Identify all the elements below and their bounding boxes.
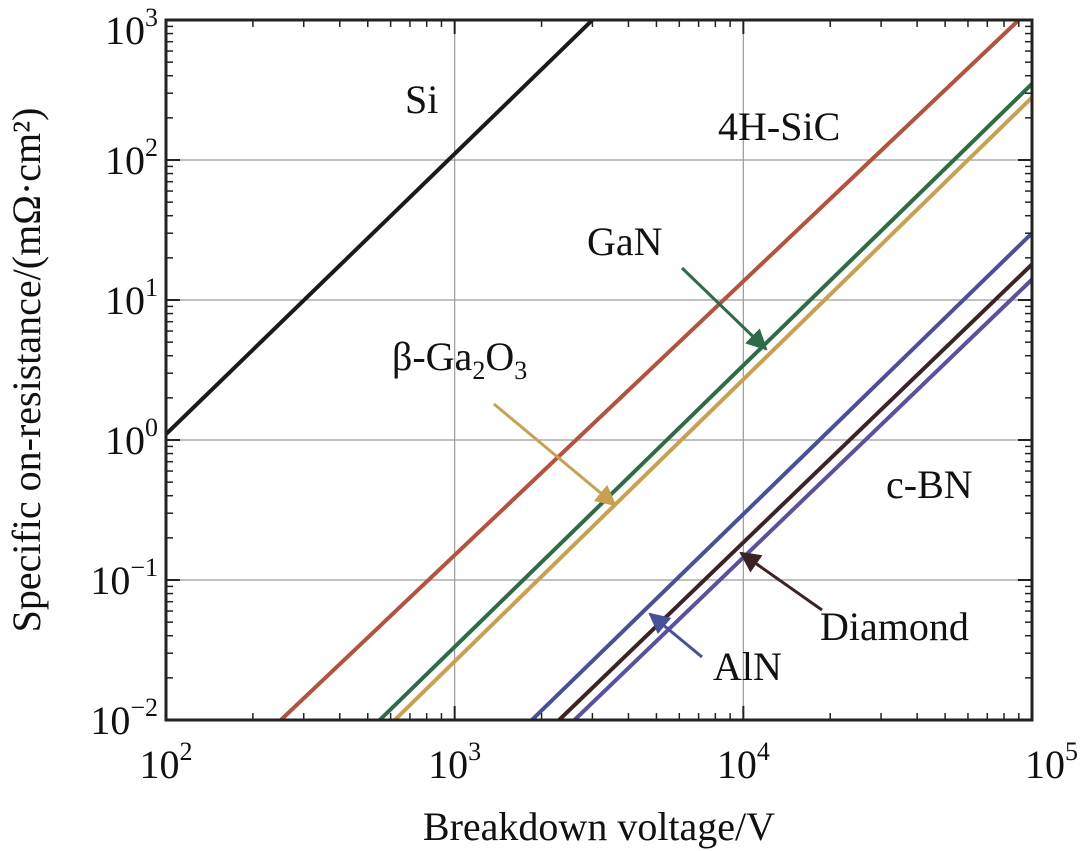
arrow-diamond [739, 551, 823, 612]
y-tick-labels: 10−2 10−1 100 101 102 103 [90, 3, 158, 743]
x-tick-labels: 102 103 104 105 [140, 737, 1079, 787]
label-diamond: Diamond [820, 604, 969, 649]
y-axis-title: Specific on-resistance/(mΩ·cm²) [4, 108, 49, 633]
plot-frame [164, 18, 1034, 722]
series-line-4h-sic [279, 20, 1021, 720]
y-tick-label: 10−2 [90, 693, 158, 743]
arrow-gan [680, 266, 768, 351]
x-tick-label: 103 [428, 737, 481, 787]
x-tick-label: 104 [717, 737, 770, 787]
x-tick-label: 105 [1025, 737, 1078, 787]
series-line-aln [530, 231, 1032, 720]
series-lines [166, 20, 1032, 720]
series-line-diamond [557, 262, 1032, 720]
x-axis-title: Breakdown voltage/V [423, 804, 775, 849]
series-line-gan [378, 82, 1032, 720]
label-ga2o3-prefix: β-Ga [392, 334, 473, 379]
label-4h-sic: 4H-SiC [718, 104, 840, 149]
arrow-aln [648, 612, 703, 659]
series-line--ga2o3 [393, 95, 1032, 720]
x-tick-label: 102 [140, 737, 193, 787]
y-tick-label: 10−1 [90, 553, 158, 603]
y-tick-label: 102 [105, 133, 158, 183]
label-ga2o3-mid: O [485, 334, 514, 379]
series-line-c-bn [573, 278, 1032, 720]
y-tick-label: 100 [105, 413, 158, 463]
label-ga2o3-sub1: 2 [472, 356, 485, 385]
series-line-si [166, 20, 594, 436]
label-beta-ga2o3: β-Ga2O3 [392, 334, 527, 385]
label-aln: AlN [713, 644, 782, 689]
y-tick-label: 103 [105, 3, 158, 53]
arrow-ga2o3 [493, 402, 617, 507]
grid-lines [166, 20, 1032, 720]
y-tick-label: 101 [105, 273, 158, 323]
label-si: Si [405, 77, 438, 122]
tick-marks [165, 19, 1033, 721]
label-c-bn: c-BN [886, 462, 973, 507]
label-ga2o3-sub2: 3 [514, 356, 527, 385]
label-gan: GaN [587, 219, 663, 264]
